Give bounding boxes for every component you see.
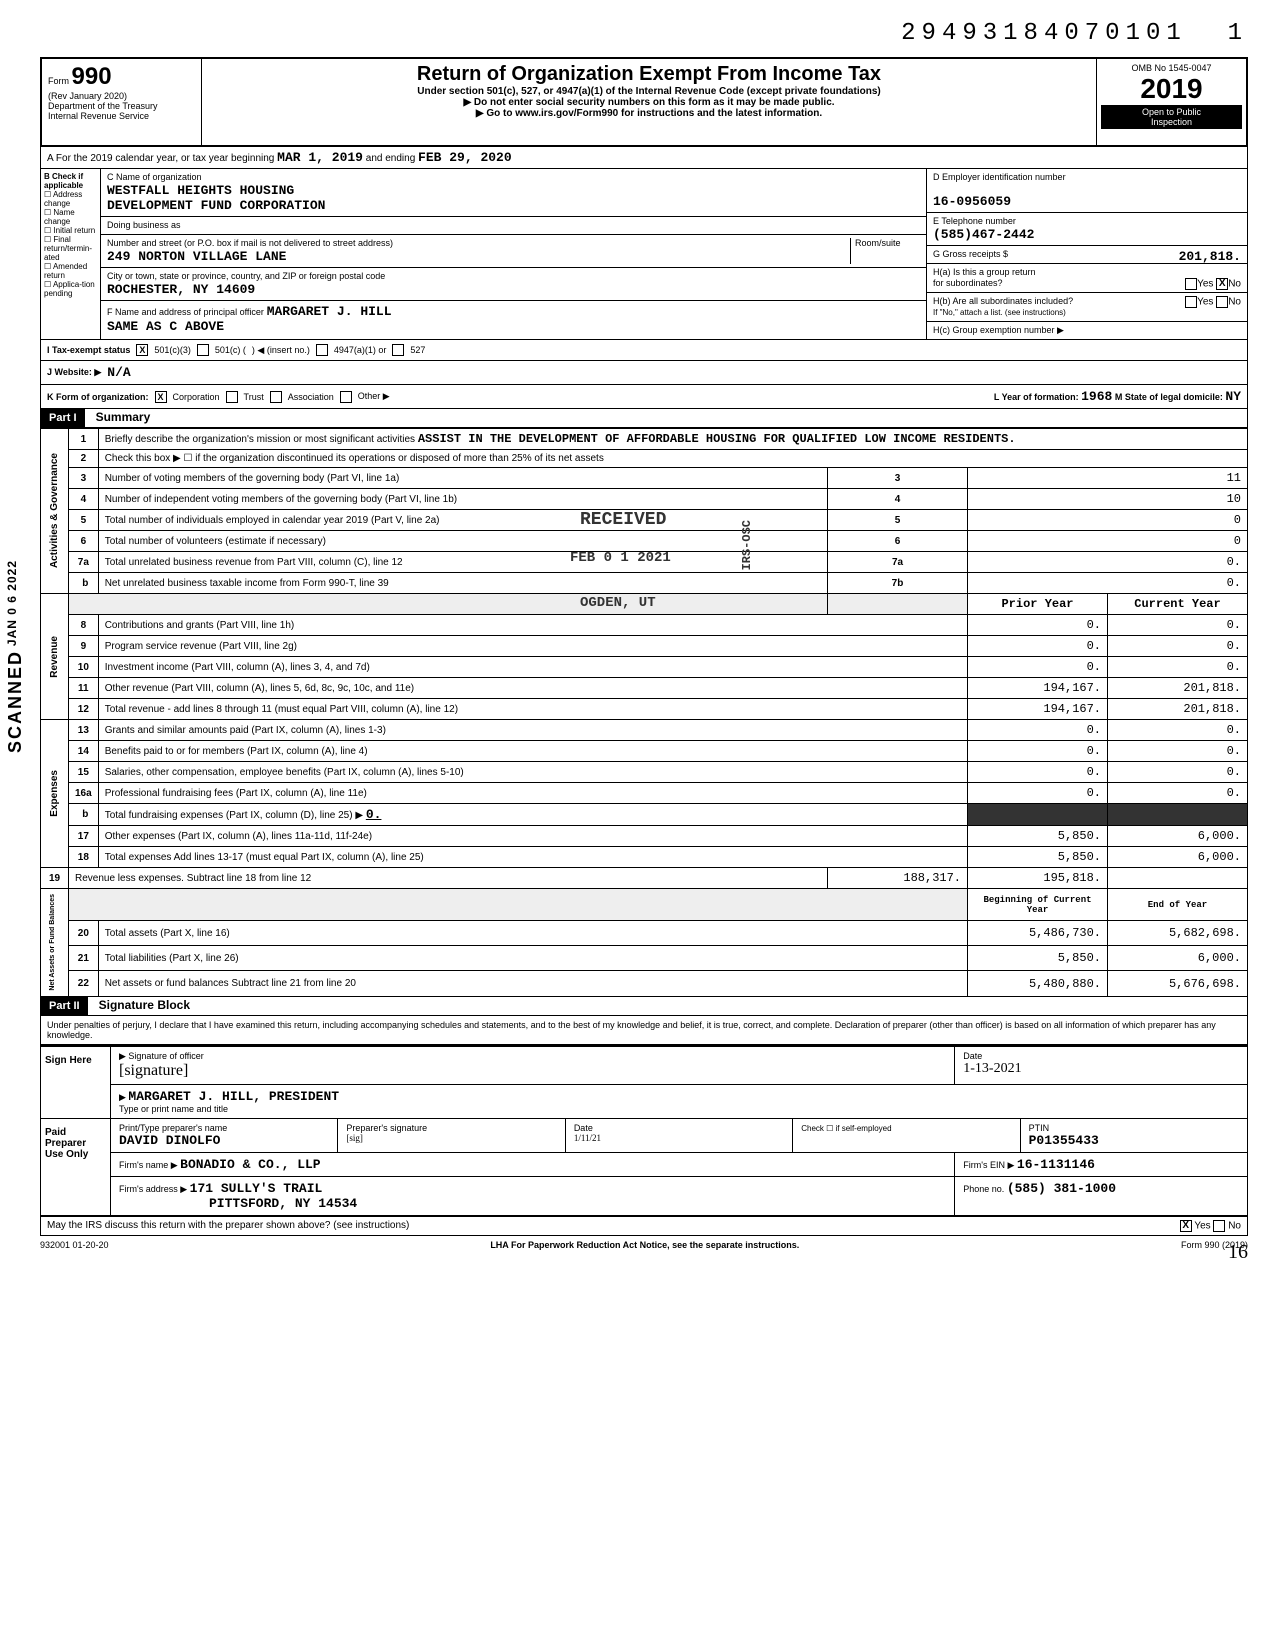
part1-header: Part I <box>41 409 85 427</box>
section-b: B Check if applicable ☐ Address change ☐… <box>41 169 101 339</box>
section-d: D Employer identification number 16-0956… <box>927 169 1247 339</box>
phone: (585)467-2442 <box>933 227 1034 242</box>
form-id-box: Form 990 (Rev January 2020) Department o… <box>42 59 202 145</box>
corner-page-number: 16 <box>1228 1241 1248 1264</box>
org-address: 249 NORTON VILLAGE LANE <box>107 249 286 264</box>
form-title: Return of Organization Exempt From Incom… <box>206 63 1092 86</box>
form-of-org-row: K Form of organization: XCorporation Tru… <box>40 385 1248 409</box>
declaration: Under penalties of perjury, I declare th… <box>40 1016 1248 1045</box>
tax-period: A For the 2019 calendar year, or tax yea… <box>40 147 1248 169</box>
firm-name: BONADIO & CO., LLP <box>180 1157 320 1172</box>
org-name-line2: DEVELOPMENT FUND CORPORATION <box>107 198 325 213</box>
officer-sign-date: 1-13-2021 <box>963 1061 1021 1076</box>
principal-officer: MARGARET J. HILL <box>267 304 392 319</box>
footer: 932001 01-20-20 LHA For Paperwork Reduct… <box>40 1236 1248 1254</box>
website-row: J Website: ▶ N/A <box>40 361 1248 385</box>
date-left-stamp: JAN 0 6 2022 <box>5 560 19 646</box>
ein: 16-0956059 <box>933 194 1011 209</box>
section-c: C Name of organization WESTFALL HEIGHTS … <box>101 169 927 339</box>
org-info-grid: B Check if applicable ☐ Address change ☐… <box>40 169 1248 340</box>
part2-header: Part II <box>41 997 88 1015</box>
tax-year: 2019 <box>1101 73 1242 105</box>
firm-phone: (585) 381-1000 <box>1007 1181 1116 1196</box>
form-header: Form 990 (Rev January 2020) Department o… <box>40 57 1248 147</box>
form-number: 990 <box>72 63 112 90</box>
firm-ein: 16-1131146 <box>1017 1157 1095 1172</box>
officer-name-title: MARGARET J. HILL, PRESIDENT <box>128 1089 339 1104</box>
ptin: P01355433 <box>1029 1133 1099 1148</box>
gross-receipts: 201,818. <box>1179 249 1241 264</box>
scanned-stamp: SCANNED <box>5 650 26 753</box>
preparer-name: DAVID DINOLFO <box>119 1133 220 1148</box>
signature-block: Sign Here ▶ Signature of officer [signat… <box>40 1045 1248 1217</box>
part1-summary-table: Activities & Governance 1 Briefly descri… <box>40 428 1248 997</box>
document-id: 29493184070101 1 <box>40 20 1248 47</box>
irs-discuss-row: May the IRS discuss this return with the… <box>40 1217 1248 1236</box>
org-city: ROCHESTER, NY 14609 <box>107 282 255 297</box>
mission-statement: ASSIST IN THE DEVELOPMENT OF AFFORDABLE … <box>418 432 1016 446</box>
org-name-line1: WESTFALL HEIGHTS HOUSING <box>107 183 294 198</box>
group-return-no: X <box>1216 278 1228 290</box>
tax-exempt-status-row: I Tax-exempt status X501(c)(3) 501(c) ()… <box>40 340 1248 361</box>
